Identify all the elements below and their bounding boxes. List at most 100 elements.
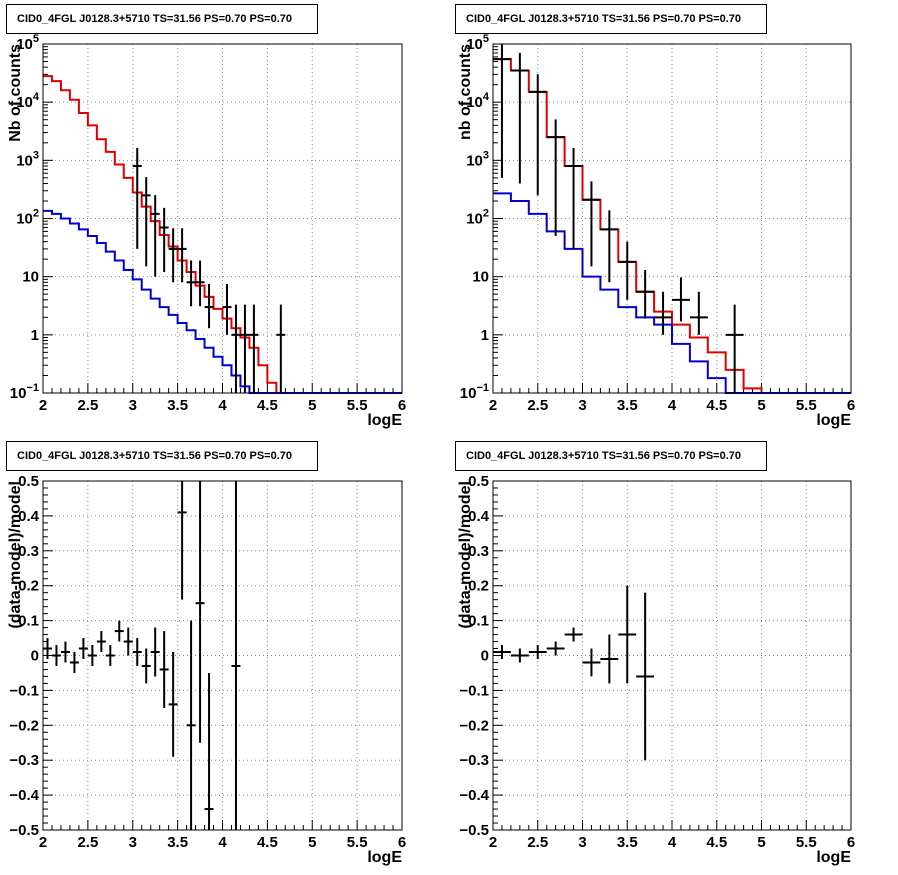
x-tick-label: 2.5 xyxy=(77,397,98,414)
chart-pad-2: 2 2.5 3 3.5 4 4.5 5 5.5 6 10−1 1 10 102 103 104 105 logE… xyxy=(457,33,855,429)
x-tick-label: 5.5 xyxy=(347,397,368,414)
data-point xyxy=(123,627,133,656)
x-tick-label: 3.5 xyxy=(617,397,638,414)
x-tick-label: 4.5 xyxy=(706,834,727,851)
y-tick-label: 0 xyxy=(481,648,489,665)
chart-pad-3: 2 2.5 3 3.5 4 4.5 5 5.5 6 −0.5 −0.4 −0.3 −0.2 −0.1 0 0.… xyxy=(7,473,406,866)
data-point xyxy=(114,620,124,642)
y-tick-label: −0.3 xyxy=(9,752,39,769)
data-point xyxy=(60,641,70,663)
x-tick-label: 3 xyxy=(578,834,586,851)
y-tick-label: 0.1 xyxy=(468,613,489,630)
data-point xyxy=(222,283,232,335)
x-tick-label: 2 xyxy=(39,834,47,851)
x-tick-label: 3.5 xyxy=(167,834,188,851)
y-tick-label: 0.2 xyxy=(18,578,39,595)
x-tick-label: 3 xyxy=(578,397,586,414)
data-point xyxy=(618,241,637,300)
data-point xyxy=(168,228,178,283)
data-point xyxy=(177,228,187,283)
y-tick-label: −0.4 xyxy=(9,787,39,804)
x-tick-label: 4 xyxy=(218,397,227,414)
data-point xyxy=(528,74,547,196)
pad-title-2: CID0_4FGL J0128.3+5710 TS=31.56 PS=0.70 … xyxy=(455,4,767,34)
data-point xyxy=(204,283,214,329)
y-tick-label: −0.1 xyxy=(459,682,489,699)
data-point xyxy=(654,291,672,335)
y-tick-label: −0.2 xyxy=(9,717,39,734)
x-tick-label: 4.5 xyxy=(257,834,278,851)
chart-pad-4: 2 2.5 3 3.5 4 4.5 5 5.5 6 −0.5 −0.4 −0.3 −0.2 −0.1 0 0.… xyxy=(457,473,855,866)
y-tick-label: 10−1 xyxy=(10,382,39,402)
y-tick-label: 0.2 xyxy=(468,578,489,595)
data-point xyxy=(195,481,205,743)
plot-frame xyxy=(42,43,403,394)
data-point xyxy=(636,592,655,761)
data-point xyxy=(87,645,97,666)
y-axis-label: (data-model)/model xyxy=(457,481,474,629)
y-tick-label: 0 xyxy=(31,648,39,665)
x-tick-label: 6 xyxy=(847,397,855,414)
y-tick-label: −0.2 xyxy=(459,717,489,734)
total-model-histogram xyxy=(43,75,402,394)
data-point xyxy=(231,304,241,393)
data-point xyxy=(150,195,160,277)
data-point xyxy=(231,481,241,830)
data-point xyxy=(493,645,511,659)
data-point xyxy=(582,181,601,267)
data-point xyxy=(240,304,250,393)
background-model-histogram xyxy=(493,192,851,394)
pad-title-1: CID0_4FGL J0128.3+5710 TS=31.56 PS=0.70 … xyxy=(6,4,318,34)
x-axis-label: logE xyxy=(816,849,851,866)
x-tick-label: 4.5 xyxy=(257,397,278,414)
total-model-histogram xyxy=(493,58,851,394)
data-point xyxy=(582,648,601,677)
data-point xyxy=(159,207,169,273)
data-point xyxy=(132,147,142,249)
x-tick-label: 5 xyxy=(757,834,765,851)
x-axis-label: logE xyxy=(816,412,851,429)
y-tick-label: 102 xyxy=(16,208,39,228)
x-tick-label: 5.5 xyxy=(347,834,368,851)
chart-pad-1: 2 2.5 3 3.5 4 4.5 5 5.5 6 10−1 1 10 102 103 104 105 logE… xyxy=(7,33,406,429)
plot-frame xyxy=(42,480,403,831)
data-point xyxy=(96,631,106,653)
x-tick-label: 5 xyxy=(308,397,316,414)
y-tick-label: −0.3 xyxy=(459,752,489,769)
pad-title-4: CID0_4FGL J0128.3+5710 TS=31.56 PS=0.70 … xyxy=(455,441,767,471)
y-tick-label: 105 xyxy=(16,33,39,53)
data-point xyxy=(186,260,196,307)
data-point xyxy=(493,44,511,178)
data-point xyxy=(618,585,637,684)
data-point xyxy=(141,177,151,267)
y-tick-label: −0.5 xyxy=(9,822,39,839)
x-tick-label: 5.5 xyxy=(796,834,817,851)
y-tick-label: 104 xyxy=(466,91,490,111)
plot-frame xyxy=(492,43,852,394)
x-tick-label: 5 xyxy=(308,834,316,851)
data-point xyxy=(528,645,547,659)
y-tick-label: 1 xyxy=(481,327,489,344)
data-point xyxy=(69,652,79,673)
y-tick-label: 0.4 xyxy=(18,508,40,525)
y-tick-label: 1 xyxy=(31,327,39,344)
x-tick-label: 4 xyxy=(668,834,677,851)
y-tick-label: 0.4 xyxy=(468,508,490,525)
x-tick-label: 5.5 xyxy=(796,397,817,414)
x-tick-label: 3.5 xyxy=(617,834,638,851)
data-point xyxy=(43,638,52,659)
y-tick-label: 0.5 xyxy=(468,473,489,490)
data-point xyxy=(510,648,529,663)
y-tick-label: 0.5 xyxy=(18,473,39,490)
x-tick-label: 2 xyxy=(489,834,497,851)
data-point xyxy=(132,638,142,666)
x-tick-label: 4 xyxy=(218,834,227,851)
x-tick-label: 6 xyxy=(847,834,855,851)
data-point xyxy=(186,620,196,830)
background-model-histogram xyxy=(43,209,402,394)
data-point xyxy=(195,260,205,307)
y-tick-label: −0.5 xyxy=(459,822,489,839)
y-tick-label: 105 xyxy=(466,33,489,53)
x-axis-label: logE xyxy=(367,849,402,866)
x-tick-label: 2.5 xyxy=(77,834,98,851)
